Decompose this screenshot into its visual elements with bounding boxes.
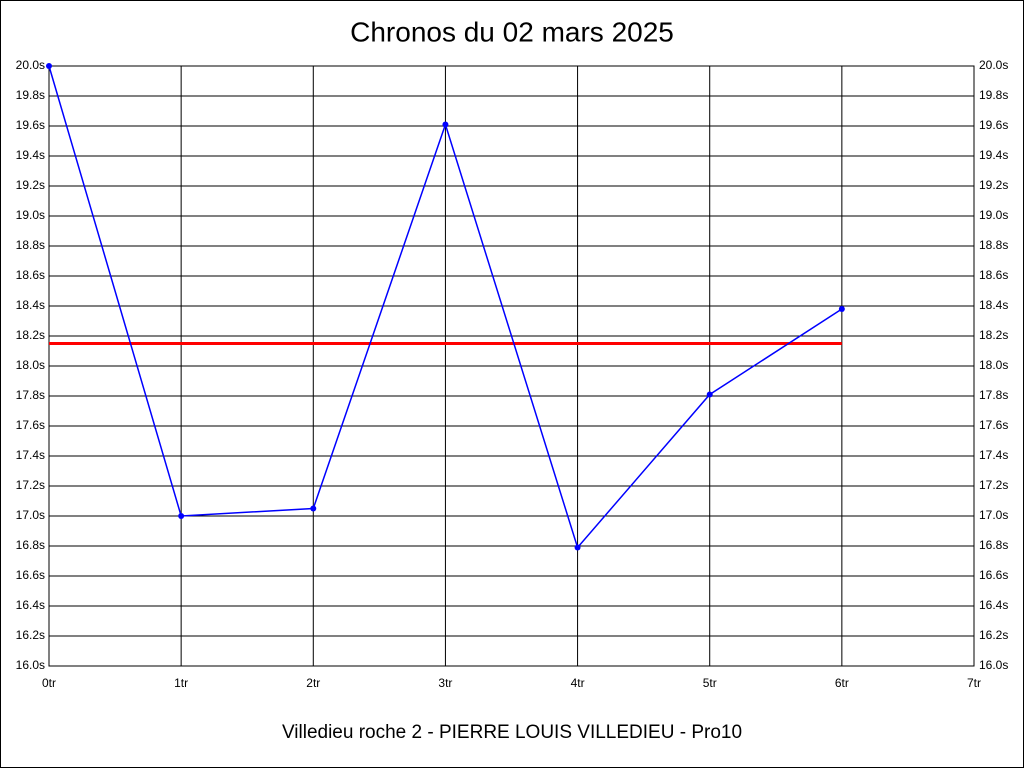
x-tick-label: 3tr (438, 676, 452, 690)
y-tick-label: 17.2s (16, 478, 45, 492)
x-tick-label: 5tr (703, 676, 717, 690)
y2-tick-label: 16.0s (979, 658, 1008, 672)
y-tick-label: 18.2s (16, 328, 45, 342)
x-tick-label: 7tr (967, 676, 981, 690)
y-tick-label: 16.2s (16, 628, 45, 642)
x-tick-label: 6tr (835, 676, 849, 690)
y2-tick-label: 19.4s (979, 148, 1008, 162)
y-tick-label: 18.0s (16, 358, 45, 372)
y2-tick-label: 17.2s (979, 478, 1008, 492)
y-tick-label: 19.4s (16, 148, 45, 162)
y2-tick-label: 17.4s (979, 448, 1008, 462)
y2-tick-label: 19.8s (979, 88, 1008, 102)
y2-tick-label: 16.6s (979, 568, 1008, 582)
data-point (178, 513, 185, 519)
x-tick-label: 1tr (174, 676, 188, 690)
y-tick-label: 16.6s (16, 568, 45, 582)
y-tick-label: 19.6s (16, 118, 45, 132)
y2-tick-label: 18.0s (979, 358, 1008, 372)
y2-tick-label: 16.4s (979, 598, 1008, 612)
y-tick-label: 19.8s (16, 88, 45, 102)
data-point (574, 544, 581, 551)
data-point (838, 306, 845, 312)
y2-tick-label: 17.0s (979, 508, 1008, 522)
y2-tick-label: 18.2s (979, 328, 1008, 342)
y-tick-label: 20.0s (16, 58, 45, 72)
y2-tick-label: 18.8s (979, 238, 1008, 252)
chart-title: Chronos du 02 mars 2025 (350, 16, 674, 47)
y-tick-label: 18.4s (16, 298, 45, 312)
data-point (46, 63, 52, 69)
y2-tick-label: 17.8s (979, 388, 1008, 402)
y2-tick-label: 19.6s (979, 118, 1008, 132)
y-tick-label: 17.8s (16, 388, 45, 402)
y-tick-label: 16.0s (16, 658, 45, 672)
y2-tick-label: 18.6s (979, 268, 1008, 282)
y-tick-label: 18.8s (16, 238, 45, 252)
data-point (442, 121, 449, 128)
y-tick-label: 16.4s (16, 598, 45, 612)
y-tick-label: 16.8s (16, 538, 45, 552)
y2-tick-label: 19.0s (979, 208, 1008, 222)
y-tick-label: 19.0s (16, 208, 45, 222)
data-point (310, 505, 317, 512)
chart-subtitle: Villedieu roche 2 - PIERRE LOUIS VILLEDI… (282, 722, 742, 743)
y2-tick-label: 16.8s (979, 538, 1008, 552)
y-tick-label: 19.2s (16, 178, 45, 192)
y2-tick-label: 19.2s (979, 178, 1008, 192)
y-tick-label: 17.0s (16, 508, 45, 522)
y2-tick-label: 16.2s (979, 628, 1008, 642)
y2-tick-label: 20.0s (979, 58, 1008, 72)
x-tick-label: 0tr (42, 676, 56, 690)
y2-tick-label: 17.6s (979, 418, 1008, 432)
y-tick-label: 17.4s (16, 448, 45, 462)
x-tick-label: 2tr (306, 676, 320, 690)
y-tick-label: 17.6s (16, 418, 45, 432)
y2-tick-label: 18.4s (979, 298, 1008, 312)
y-tick-label: 18.6s (16, 268, 45, 282)
data-point (706, 391, 713, 398)
x-tick-label: 4tr (571, 676, 585, 690)
